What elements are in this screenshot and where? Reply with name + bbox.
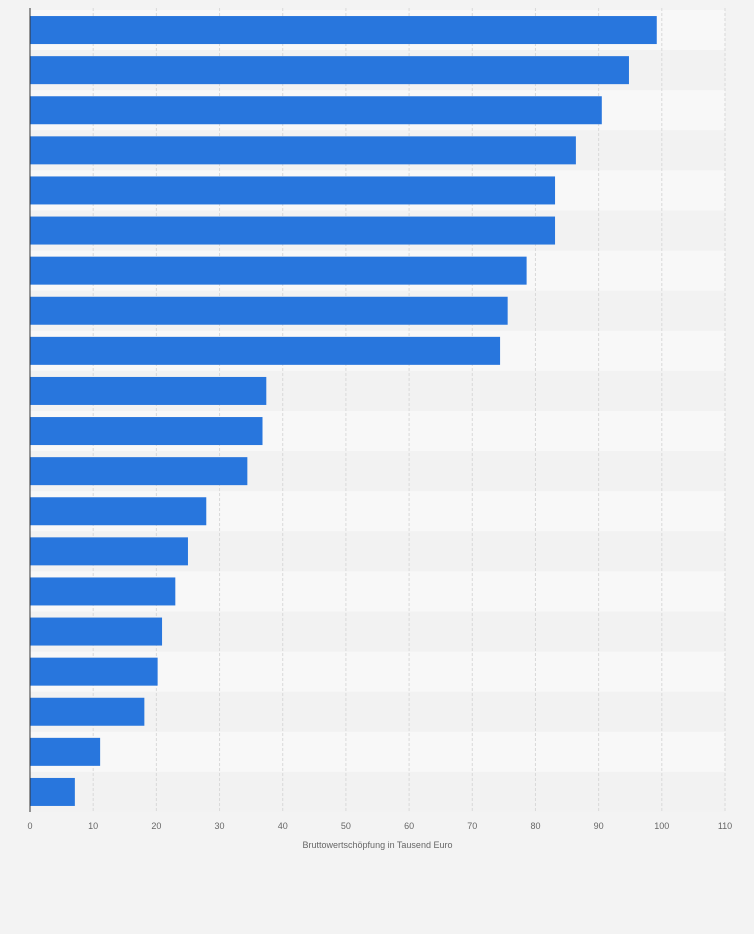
row-band (30, 691, 725, 732)
bar[interactable] (30, 96, 602, 125)
bar[interactable] (30, 777, 75, 806)
bar[interactable] (30, 697, 145, 726)
x-tick-label: 100 (654, 821, 669, 831)
bar[interactable] (30, 56, 629, 85)
bar[interactable] (30, 537, 188, 566)
bar[interactable] (30, 417, 263, 446)
x-tick-label: 110 (718, 821, 732, 831)
bar[interactable] (30, 617, 163, 646)
x-tick-label: 0 (27, 821, 32, 831)
x-tick-label: 10 (88, 821, 98, 831)
x-tick-label: 60 (404, 821, 414, 831)
x-tick-label: 80 (530, 821, 540, 831)
x-axis-ticks: 0 10 20 30 40 50 60 70 80 90 100 110 (27, 821, 732, 831)
bar[interactable] (30, 497, 207, 526)
bar[interactable] (30, 296, 508, 325)
bars (30, 16, 657, 806)
x-tick-label: 90 (594, 821, 604, 831)
bar[interactable] (30, 136, 576, 165)
bar[interactable] (30, 16, 657, 45)
bar[interactable] (30, 336, 501, 365)
row-bands (30, 10, 725, 812)
x-tick-label: 40 (278, 821, 288, 831)
bar[interactable] (30, 577, 176, 606)
row-band (30, 731, 725, 772)
bar[interactable] (30, 216, 556, 245)
gridlines (92, 8, 726, 812)
x-tick-label: 30 (215, 821, 225, 831)
bar[interactable] (30, 176, 556, 205)
x-axis-title: Bruttowertschöpfung in Tausend Euro (303, 840, 453, 850)
row-band (30, 771, 725, 812)
bar[interactable] (30, 737, 101, 766)
bar[interactable] (30, 376, 267, 405)
bar[interactable] (30, 256, 527, 285)
bar[interactable] (30, 457, 248, 486)
x-tick-label: 50 (341, 821, 351, 831)
x-tick-label: 70 (467, 821, 477, 831)
x-tick-label: 20 (151, 821, 161, 831)
bar[interactable] (30, 657, 158, 686)
